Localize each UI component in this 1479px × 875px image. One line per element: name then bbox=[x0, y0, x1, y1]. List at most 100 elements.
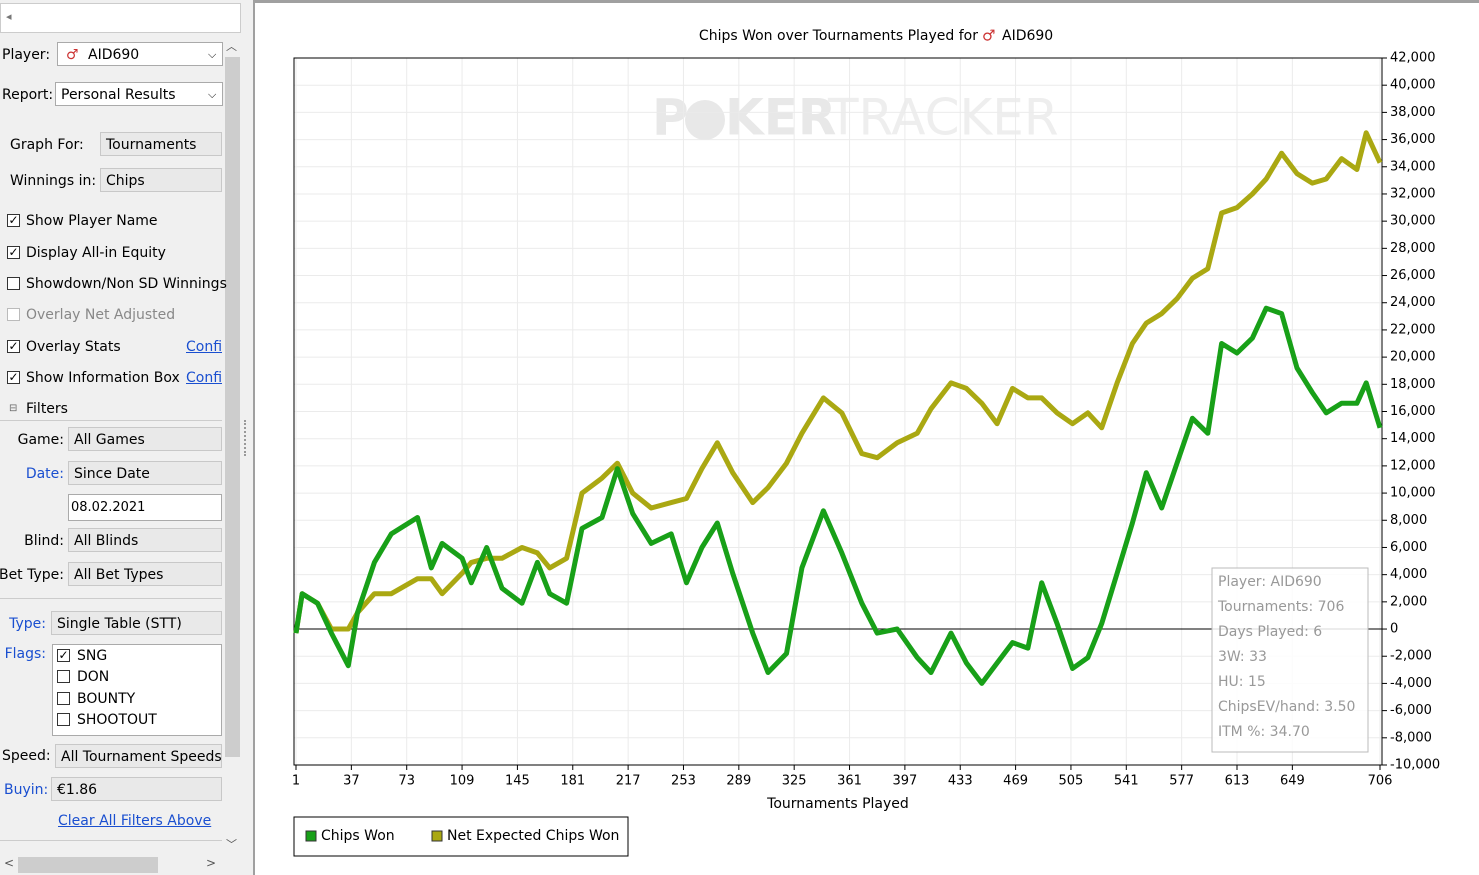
info-line: Days Played: 6 bbox=[1218, 624, 1322, 640]
checkbox[interactable]: ✓ bbox=[7, 339, 20, 353]
h-scroll-left[interactable]: < bbox=[4, 856, 15, 870]
h-scroll-right[interactable]: > bbox=[206, 856, 217, 870]
chart-title-player: AID690 bbox=[1002, 28, 1053, 44]
x-tick-label: 217 bbox=[616, 774, 641, 789]
flag-label[interactable]: SHOOTOUT bbox=[77, 712, 157, 728]
label: Game: bbox=[17, 432, 64, 448]
x-tick-label: 469 bbox=[1003, 774, 1028, 789]
scroll-up[interactable]: ︿ bbox=[226, 40, 237, 53]
player-icon: ♂ bbox=[66, 47, 79, 63]
value: 08.02.2021 bbox=[71, 500, 146, 515]
scroll-down[interactable]: ﹀ bbox=[226, 838, 237, 851]
label: Type: bbox=[9, 616, 46, 632]
label: Bet Type: bbox=[0, 567, 64, 583]
config-link[interactable]: Confi bbox=[186, 370, 222, 386]
blind-field[interactable]: All Blinds bbox=[68, 528, 222, 552]
flag-label[interactable]: DON bbox=[77, 669, 110, 685]
y-tick-label: 28,000 bbox=[1390, 241, 1436, 256]
legend-box bbox=[293, 816, 629, 857]
checkbox[interactable] bbox=[57, 692, 70, 705]
splitter-grip[interactable] bbox=[244, 420, 250, 456]
x-tick-label: 145 bbox=[505, 774, 530, 789]
clear-filters-link[interactable]: Clear All Filters Above bbox=[58, 813, 212, 829]
y-tick-label: 12,000 bbox=[1390, 458, 1436, 473]
sidebar: ◂ ︿ ﹀ < > Player: AID690 ♂ Report: Perso… bbox=[0, 0, 248, 875]
scroll-thumb[interactable] bbox=[225, 57, 240, 757]
x-tick-label: 325 bbox=[782, 774, 807, 789]
date-field[interactable]: Since Date bbox=[68, 461, 222, 485]
watermark-chip bbox=[685, 100, 725, 140]
label: Report: bbox=[2, 87, 54, 103]
collapse-icon[interactable]: ⊟ bbox=[9, 403, 18, 414]
y-tick-label: 8,000 bbox=[1390, 513, 1427, 528]
label: Date: bbox=[25, 466, 64, 482]
checkbox[interactable]: ✓ bbox=[7, 213, 20, 227]
buyin-field[interactable]: €1.86 bbox=[51, 777, 222, 801]
y-tick-label: 0 bbox=[1390, 622, 1398, 637]
series-line bbox=[293, 305, 1383, 686]
y-tick-label: 14,000 bbox=[1390, 431, 1436, 446]
value: All Bet Types bbox=[74, 567, 164, 583]
date-input[interactable]: 08.02.2021 bbox=[68, 494, 222, 521]
label: Buyin: bbox=[4, 782, 49, 798]
x-tick-label: 37 bbox=[343, 774, 360, 789]
checkbox[interactable] bbox=[57, 713, 70, 726]
info-box bbox=[1211, 567, 1369, 753]
config-link[interactable]: Confi bbox=[186, 339, 222, 355]
flag-label[interactable]: SNG bbox=[77, 648, 108, 664]
x-axis-label: Tournaments Played bbox=[766, 796, 909, 812]
legend-swatch bbox=[431, 830, 443, 842]
separator bbox=[0, 840, 222, 841]
game-field[interactable]: All Games bbox=[68, 427, 222, 451]
value: Tournaments bbox=[106, 137, 197, 153]
winnings-field[interactable]: Chips bbox=[100, 168, 222, 192]
option-label[interactable]: Show Player Name bbox=[26, 213, 158, 229]
value: Since Date bbox=[74, 466, 150, 482]
checkbox[interactable]: ✓ bbox=[7, 370, 20, 384]
y-tick-label: 34,000 bbox=[1390, 159, 1436, 174]
x-tick-label: 181 bbox=[560, 774, 585, 789]
flag-label[interactable]: BOUNTY bbox=[77, 691, 136, 707]
y-tick-label: 30,000 bbox=[1390, 214, 1436, 229]
option-label[interactable]: Display All-in Equity bbox=[26, 245, 166, 261]
checkbox[interactable] bbox=[7, 277, 20, 290]
speed-field[interactable]: All Tournament Speeds bbox=[55, 744, 222, 768]
option-label[interactable]: Overlay Net Adjusted bbox=[26, 307, 176, 323]
y-tick-label: -4,000 bbox=[1390, 676, 1432, 691]
graph-panel: P KER TRACKER 1 37 73 109 145 181 217 253 289 325 361… bbox=[253, 0, 1479, 875]
y-tick-label: -2,000 bbox=[1390, 649, 1432, 664]
info-line: ChipsEV/hand: 3.50 bbox=[1218, 699, 1355, 715]
x-tick-label: 73 bbox=[398, 774, 415, 789]
x-tick-label: 109 bbox=[450, 774, 475, 789]
option-label[interactable]: Showdown/Non SD Winnings bbox=[26, 276, 227, 292]
plot-frame bbox=[293, 57, 1383, 766]
y-tick-label: 38,000 bbox=[1390, 105, 1436, 120]
separator bbox=[0, 420, 222, 421]
bet-type-field[interactable]: All Bet Types bbox=[68, 562, 222, 586]
checkbox[interactable] bbox=[57, 670, 70, 683]
section-title: Filters bbox=[26, 401, 68, 417]
y-tick-label: 20,000 bbox=[1390, 350, 1436, 365]
checkbox[interactable] bbox=[7, 308, 20, 321]
value: Chips bbox=[106, 173, 145, 189]
checkbox[interactable]: ✓ bbox=[57, 648, 70, 662]
y-tick-label: 22,000 bbox=[1390, 322, 1436, 337]
info-line: Tournaments: 706 bbox=[1217, 599, 1344, 615]
checkbox[interactable]: ✓ bbox=[7, 245, 20, 259]
h-scroll-thumb[interactable] bbox=[18, 857, 158, 873]
value: All Games bbox=[74, 432, 145, 448]
x-tick-label: 1 bbox=[292, 774, 300, 789]
y-tick-label: 10,000 bbox=[1390, 486, 1436, 501]
x-tick-label: 706 bbox=[1368, 774, 1393, 789]
type-field[interactable]: Single Table (STT) bbox=[51, 611, 222, 635]
option-label[interactable]: Overlay Stats bbox=[26, 339, 121, 355]
y-tick-label: 2,000 bbox=[1390, 594, 1427, 609]
watermark: KER bbox=[725, 89, 836, 147]
report-dropdown[interactable]: Personal Results bbox=[55, 82, 223, 106]
legend-swatch bbox=[305, 830, 317, 842]
option-label[interactable]: Show Information Box bbox=[26, 370, 180, 386]
player-dropdown[interactable]: AID690 bbox=[57, 42, 223, 66]
graph-for-field[interactable]: Tournaments bbox=[100, 132, 222, 156]
